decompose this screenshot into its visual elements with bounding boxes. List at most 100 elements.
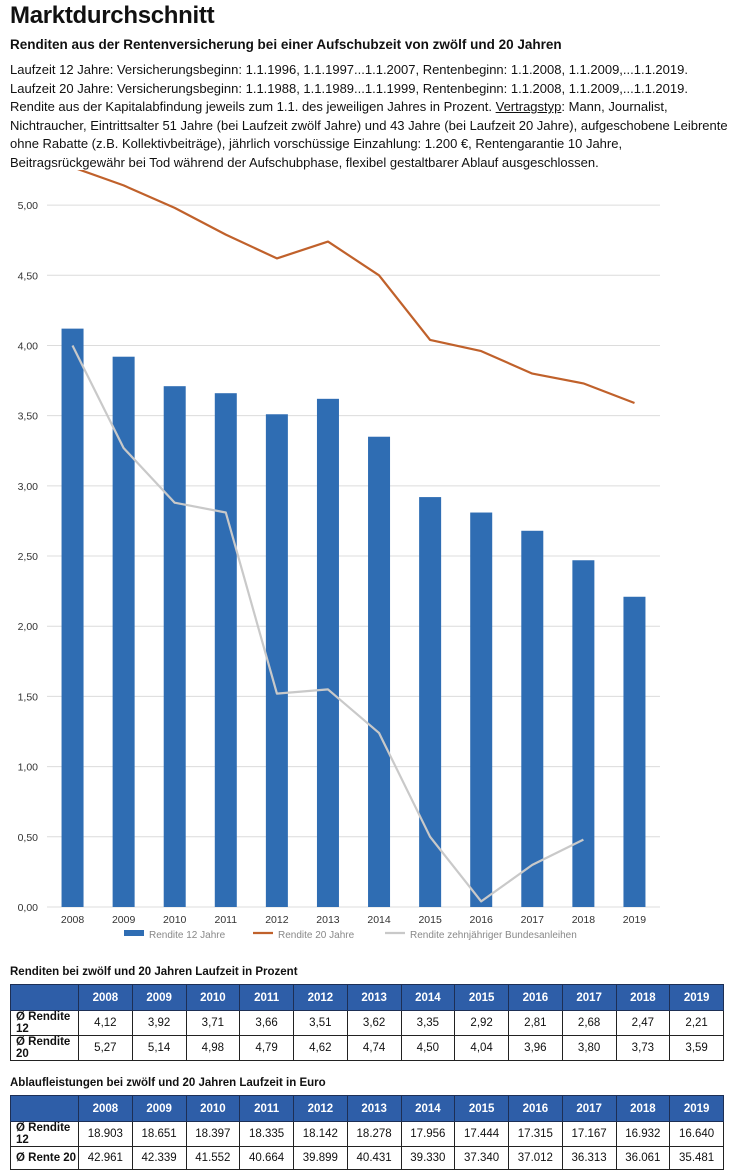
x-tick-label: 2019 (623, 914, 647, 926)
y-tick-label: 4,50 (18, 270, 39, 282)
table-cell: 17.315 (508, 1121, 563, 1147)
table-cell: 18.651 (131, 1121, 187, 1147)
column-header: 2012 (293, 984, 348, 1011)
description-text: Laufzeit 12 Jahre: Versicherungsbeginn: … (10, 61, 730, 172)
table-cell: 2,81 (508, 1010, 563, 1036)
x-tick-label: 2012 (265, 914, 289, 926)
y-tick-label: 0,00 (18, 902, 39, 914)
y-tick-label: 0,50 (18, 832, 39, 844)
table-cell: 17.167 (561, 1121, 617, 1147)
table-cell: 35.481 (669, 1146, 724, 1170)
y-tick-label: 3,50 (18, 411, 39, 423)
column-header: 2019 (669, 1095, 724, 1122)
table-cell: 2,92 (454, 1010, 509, 1036)
table-row: Ø Rendite 12 18.903 18.651 18.397 18.335 18.1… (10, 1121, 724, 1147)
table-cell: 3,59 (669, 1035, 724, 1061)
column-header: 2009 (131, 984, 187, 1011)
table-cell: 18.278 (346, 1121, 402, 1147)
column-header: 2010 (185, 984, 241, 1011)
table-cell: 4,74 (346, 1035, 402, 1061)
column-header: 2015 (454, 1095, 509, 1122)
table-cell: 39.330 (400, 1146, 456, 1170)
table-cell: 41.552 (185, 1146, 241, 1170)
bar (368, 436, 391, 907)
column-header: 2011 (239, 1095, 294, 1122)
table-cell: 3,35 (400, 1010, 456, 1036)
row-label: Ø Rendite 12 (10, 1010, 79, 1036)
bar (61, 328, 84, 907)
table-cell: 17.444 (454, 1121, 509, 1147)
table-cell: 2,21 (669, 1010, 724, 1036)
bar (623, 596, 646, 907)
row-label: Ø Rendite 12 (10, 1121, 79, 1147)
x-tick-label: 2018 (572, 914, 596, 926)
table-cell: 3,96 (508, 1035, 563, 1061)
table-cell: 3,51 (293, 1010, 348, 1036)
legend-label: Rendite 12 Jahre (149, 930, 226, 941)
page-title: Marktdurchschnitt (10, 2, 215, 29)
table-row: Ø Rendite 12 4,12 3,92 3,71 3,66 3,51 3,62 3,35… (10, 1010, 724, 1036)
table-cell: 40.431 (346, 1146, 402, 1170)
bar (572, 560, 595, 907)
legend-label: Rendite 20 Jahre (278, 930, 355, 941)
table-cell: 16.932 (615, 1121, 671, 1147)
table-cell: 4,04 (454, 1035, 509, 1061)
table-cell: 18.903 (78, 1121, 133, 1147)
column-header: 2013 (346, 1095, 402, 1122)
y-tick-label: 1,50 (18, 691, 39, 703)
table2-title: Ablaufleistungen bei zwölf und 20 Jahren… (10, 1077, 326, 1089)
table1-title: Renditen bei zwölf und 20 Jahren Laufzei… (10, 966, 298, 978)
table-cell: 36.313 (561, 1146, 617, 1170)
column-header: 2018 (615, 1095, 671, 1122)
bar (265, 414, 288, 907)
description-part-1: Laufzeit 12 Jahre: Versicherungsbeginn: … (10, 62, 688, 114)
bar (521, 530, 544, 907)
column-header: 2016 (508, 984, 563, 1011)
legend-label: Rendite zehnjähriger Bundesanleihen (410, 930, 577, 941)
column-header: 2010 (185, 1095, 241, 1122)
table-cell: 36.061 (615, 1146, 671, 1170)
table-cell: 5,14 (131, 1035, 187, 1061)
series-line (71, 345, 584, 903)
table-cell: 4,62 (293, 1035, 348, 1061)
bar (112, 356, 135, 907)
column-header: 2008 (78, 1095, 133, 1122)
column-header (10, 1095, 79, 1122)
table-cell: 3,73 (615, 1035, 671, 1061)
table-cell: 3,71 (185, 1010, 241, 1036)
table-cell: 17.956 (400, 1121, 456, 1147)
column-header: 2017 (561, 984, 617, 1011)
y-tick-label: 4,00 (18, 340, 39, 352)
x-tick-label: 2013 (316, 914, 340, 926)
column-header: 2019 (669, 984, 724, 1011)
column-header (10, 984, 79, 1011)
table-header-row: 2008 2009 2010 2011 2012 2013 2014 2015 2016 2017… (10, 984, 724, 1011)
row-label: Ø Rente 20 (10, 1146, 79, 1170)
description-underlined: Vertragstyp (495, 99, 562, 114)
bar (470, 512, 493, 907)
bar (419, 497, 442, 907)
description-part-2: : Mann, Journalist, Nichtraucher, Eintri… (10, 99, 728, 170)
bar (214, 393, 237, 908)
x-tick-label: 2008 (61, 914, 85, 926)
column-header: 2015 (454, 984, 509, 1011)
table-ablaufleistungen: 2008 2009 2010 2011 2012 2013 2014 2015 2016 2017… (10, 1095, 724, 1170)
column-header: 2008 (78, 984, 133, 1011)
column-header: 2014 (400, 1095, 456, 1122)
table-cell: 4,12 (78, 1010, 133, 1036)
table-row: Ø Rente 20 42.961 42.339 41.552 40.664 39.899… (10, 1146, 724, 1170)
x-tick-label: 2010 (163, 914, 187, 926)
column-header: 2011 (239, 984, 294, 1011)
table-cell: 4,98 (185, 1035, 241, 1061)
table-cell: 18.335 (239, 1121, 294, 1147)
bar (316, 398, 339, 907)
table-cell: 4,50 (400, 1035, 456, 1061)
table-cell: 18.142 (293, 1121, 348, 1147)
x-tick-label: 2014 (367, 914, 391, 926)
page-subtitle: Renditen aus der Rentenversicherung bei … (10, 37, 562, 52)
table-cell: 18.397 (185, 1121, 241, 1147)
chart: 0,00 0,50 1,00 1,50 2,00 2,50 3,00 3,50 4,00 4,50… (18, 170, 660, 941)
table-cell: 42.339 (131, 1146, 187, 1170)
bar (163, 386, 186, 907)
table-cell: 3,66 (239, 1010, 294, 1036)
